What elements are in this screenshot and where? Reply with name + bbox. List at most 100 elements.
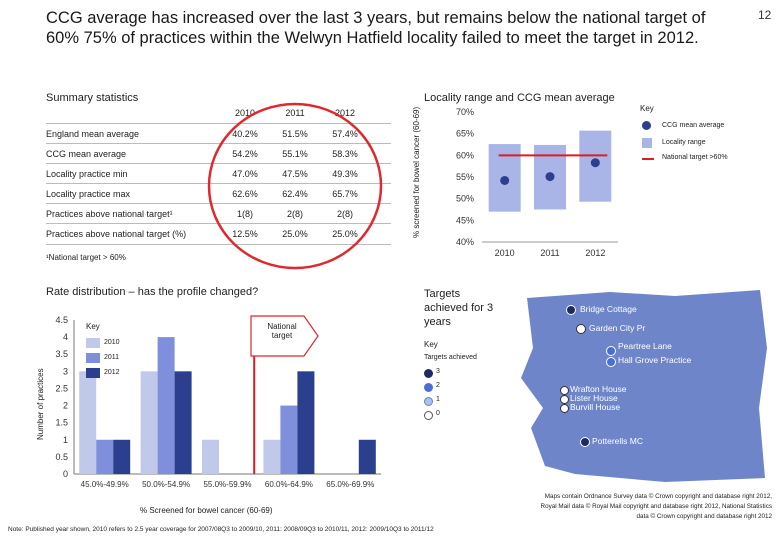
table-footnote: ¹National target > 60%	[46, 253, 126, 262]
x-tick-label: 2010	[495, 248, 515, 258]
y-tick-label: 1	[63, 435, 68, 445]
table-cell: 47.5%	[282, 169, 308, 179]
y-tick-label: 2.5	[55, 383, 68, 393]
marker-garden-city[interactable]	[576, 324, 586, 334]
y-tick-label: 4	[63, 332, 68, 342]
table-cell: 65.7%	[332, 189, 358, 199]
map-label: Lister House	[570, 393, 618, 403]
table-cell: 58.3%	[332, 149, 358, 159]
bar-2011	[157, 337, 175, 474]
locality-map	[521, 290, 767, 482]
swatch-2010-icon	[86, 338, 100, 348]
marker-bridge-cottage[interactable]	[566, 305, 576, 315]
callout-label: National target	[267, 322, 297, 340]
table-row: Practices above national target¹ 1(8) 2(…	[46, 203, 391, 224]
y-tick-label: 1.5	[55, 418, 68, 428]
table-cell: 2(8)	[336, 209, 353, 219]
map-heading: Targets achieved for 3 years	[424, 288, 494, 328]
dist-x-axis-label: % Screened for bowel cancer (60-69)	[140, 506, 273, 515]
target-line-icon	[642, 158, 654, 160]
range-y-axis-label: % screened for bowel cancer (60-69)	[412, 106, 421, 238]
dist-chart-heading: Rate distribution – has the profile chan…	[46, 286, 259, 298]
bar-2011	[96, 439, 114, 474]
page-title: CCG average has increased over the last …	[46, 9, 706, 47]
row-label: Practices above national target¹	[46, 209, 173, 219]
page-number: 12	[758, 8, 772, 22]
bar-2010	[140, 371, 158, 474]
map-label: Bridge Cottage	[580, 304, 637, 314]
table-cell: 54.2%	[232, 149, 258, 159]
mean-point	[590, 158, 600, 168]
mean-point	[545, 172, 555, 182]
y-tick-label: 3.5	[55, 349, 68, 359]
dist-chart: 0 0.5 1 1.5 2 2.5 3 3.5 4 4.5 45.0%-49.9% 50.0%-54.…	[55, 315, 381, 489]
map-label: Burvill House	[570, 402, 621, 412]
table-cell: 55.1%	[282, 149, 308, 159]
key-label: Locality range	[662, 139, 706, 146]
map-label: Hall Grove Practice	[618, 355, 692, 365]
x-tick-label: 2012	[585, 248, 605, 258]
table-cell: 62.6%	[232, 189, 258, 199]
table-cell: 47.0%	[232, 169, 258, 179]
bar-2012	[358, 439, 376, 474]
row-label: Locality practice max	[46, 189, 131, 199]
x-tick-label: 50.0%-54.9%	[142, 480, 190, 489]
marker-peartree-lane[interactable]	[606, 346, 616, 356]
table-row: Locality practice min 47.0% 47.5% 49.3%	[46, 163, 391, 184]
y-tick-label: 2	[63, 401, 68, 411]
marker-lister-house[interactable]	[560, 395, 569, 404]
table-row: CCG mean average 54.2% 55.1% 58.3%	[46, 143, 391, 164]
map-label: Garden City Pr	[589, 323, 646, 333]
bar-2012	[174, 371, 192, 474]
copyright-text: Maps contain Ordnance Survey data © Crow…	[540, 493, 772, 520]
key-label: 2012	[104, 369, 120, 376]
bar-2012	[297, 371, 315, 474]
key-label: 0	[436, 410, 440, 417]
row-label: CCG mean average	[46, 149, 127, 159]
marker-wrafton-house[interactable]	[560, 386, 569, 395]
dist-key-title: Key	[86, 322, 100, 331]
year-header: 2012	[334, 108, 356, 118]
bar-2011	[280, 405, 298, 474]
row-label: Locality practice min	[46, 169, 128, 179]
table-cell: 25.0%	[282, 229, 308, 239]
key-label: 2	[436, 382, 440, 389]
table-cell: 40.2%	[232, 129, 258, 139]
bar-2010	[79, 371, 97, 474]
footnote-note: Note: Published year shown, 2010 refers …	[8, 526, 434, 533]
range-chart-heading: Locality range and CCG mean average	[424, 92, 615, 104]
mean-marker-icon	[642, 121, 651, 130]
map-label: Peartree Lane	[618, 341, 672, 351]
bar-2010	[263, 439, 281, 474]
callout-arrow-icon	[250, 315, 319, 357]
key-label: 2011	[104, 354, 120, 361]
x-tick-label: 45.0%-49.9%	[81, 480, 129, 489]
level-1-icon	[424, 397, 433, 406]
marker-potterells[interactable]	[580, 437, 590, 447]
year-header: 2011	[285, 108, 305, 118]
table-cell: 49.3%	[332, 169, 358, 179]
y-tick-label: 45%	[456, 215, 474, 225]
table-cell: 62.4%	[282, 189, 308, 199]
marker-hall-grove[interactable]	[606, 357, 616, 367]
table-cell: 25.0%	[332, 229, 358, 239]
swatch-2012-icon	[86, 368, 100, 378]
summary-heading: Summary statistics	[46, 92, 139, 104]
table-cell: 51.5%	[282, 129, 308, 139]
key-label: 2010	[104, 339, 120, 346]
y-tick-label: 40%	[456, 237, 474, 247]
range-swatch-icon	[642, 138, 652, 148]
marker-burvill-house[interactable]	[560, 404, 569, 413]
row-label: Practices above national target (%)	[46, 229, 187, 239]
x-tick-label: 60.0%-64.9%	[265, 480, 313, 489]
map-key-title: Key	[424, 340, 438, 349]
bar-2012	[113, 439, 131, 474]
mean-point	[500, 175, 510, 185]
bar-2010	[202, 439, 219, 474]
row-label: England mean average	[46, 129, 140, 139]
swatch-2011-icon	[86, 353, 100, 363]
key-label: CCG mean average	[662, 122, 725, 129]
key-label: National target >60%	[662, 154, 728, 161]
level-0-icon	[424, 411, 433, 420]
